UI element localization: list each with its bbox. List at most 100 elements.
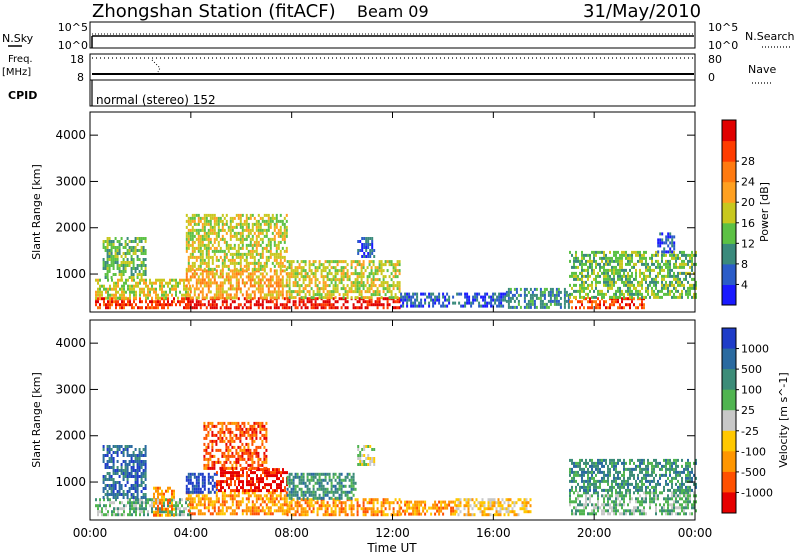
power-cell (543, 302, 546, 306)
power-cell (490, 295, 493, 299)
power-cell (332, 266, 335, 270)
power-cell (356, 306, 359, 310)
velocity-cell (235, 460, 238, 464)
velocity-cell (144, 493, 147, 496)
power-cell (667, 259, 669, 263)
power-cell (136, 276, 139, 279)
power-cell (121, 306, 123, 310)
power-cell (185, 290, 187, 294)
velocity-cell (292, 475, 295, 479)
power-cell (308, 266, 311, 270)
power-cell (681, 289, 683, 293)
velocity-cell (161, 510, 163, 514)
power-cell (500, 298, 503, 302)
power-cell (358, 300, 361, 304)
power-cell (106, 237, 109, 240)
velocity-cell (249, 451, 252, 455)
velocity-cell (306, 472, 309, 476)
power-cell (390, 272, 393, 276)
power-cell (115, 281, 117, 285)
power-cell (369, 255, 372, 258)
power-cell (623, 295, 625, 299)
power-cell (207, 219, 210, 223)
power-cell (392, 269, 395, 273)
velocity-cell (296, 475, 299, 479)
velocity-cell (135, 501, 137, 505)
velocity-cell (259, 424, 262, 428)
velocity-cell (292, 498, 295, 502)
power-cell (689, 256, 691, 260)
power-cell (251, 261, 254, 265)
power-cell (685, 262, 687, 266)
velocity-cell (139, 501, 141, 505)
power-cell (392, 263, 395, 267)
velocity-cell (197, 478, 200, 482)
velocity-cell (251, 433, 254, 437)
velocity-cell (253, 509, 256, 513)
power-cell (384, 297, 387, 301)
power-cell (320, 296, 323, 300)
power-cell (659, 244, 662, 248)
velocity-cell (203, 478, 206, 482)
power-ytick-label: 4000 (55, 128, 86, 142)
power-cell (669, 292, 671, 296)
velocity-cell (199, 509, 202, 513)
power-cell (130, 276, 133, 279)
velocity-cell (155, 501, 157, 505)
power-cell (645, 295, 647, 299)
velocity-cell (251, 430, 254, 434)
velocity-cell (273, 503, 276, 507)
power-cell (179, 278, 181, 282)
velocity-cell (282, 477, 284, 481)
power-cell (322, 284, 325, 288)
power-cell (251, 252, 254, 256)
power-cell (275, 306, 278, 310)
power-cell (199, 306, 202, 310)
velocity-cell (207, 460, 210, 464)
velocity-cell (205, 463, 208, 467)
velocity-cell (344, 507, 347, 511)
velocity-cell (266, 474, 268, 478)
power-cell (322, 266, 325, 270)
power-cell (302, 278, 305, 282)
power-cell (555, 290, 558, 294)
velocity-cell (398, 507, 401, 511)
power-cell (153, 287, 155, 291)
velocity-cell (265, 421, 268, 425)
velocity-cell (138, 466, 141, 469)
power-cell (320, 272, 323, 276)
velocity-cell (261, 500, 264, 504)
power-cell (525, 305, 528, 309)
power-cell (171, 284, 173, 288)
velocity-cell (124, 445, 127, 448)
velocity-cell (324, 472, 327, 476)
velocity-cell (372, 507, 375, 511)
power-cell (227, 296, 230, 300)
power-cell (273, 281, 276, 285)
power-cell (140, 261, 143, 264)
velocity-cell (199, 497, 202, 501)
power-cell (131, 284, 133, 288)
power-cell (693, 295, 695, 299)
freq-tick-top: 18 (70, 53, 84, 66)
power-cell (647, 265, 649, 269)
power-cell (239, 240, 242, 244)
power-cell (367, 255, 370, 258)
power-cell (201, 261, 204, 265)
power-cell (225, 290, 228, 294)
velocity-cell (193, 475, 196, 479)
velocity-cell (110, 454, 113, 457)
power-cell (191, 219, 194, 223)
power-cell (629, 286, 631, 290)
power-cell (659, 232, 662, 236)
power-cell (342, 272, 345, 276)
velocity-cell (231, 466, 234, 470)
velocity-cell (245, 451, 248, 455)
velocity-cell (259, 427, 262, 431)
power-cell (265, 293, 268, 297)
power-cell (205, 284, 208, 288)
power-cell (229, 269, 232, 273)
power-cell (328, 260, 331, 264)
power-cell (406, 298, 409, 302)
velocity-cell (229, 497, 232, 501)
